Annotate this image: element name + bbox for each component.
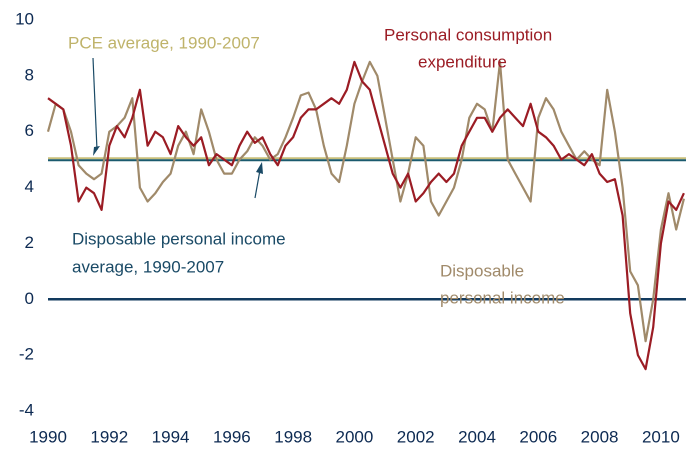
arrow [92, 57, 98, 151]
reference-label: Disposable personal income [72, 229, 286, 248]
arrow [254, 169, 261, 199]
x-tick-label: 1992 [90, 427, 128, 446]
series-label: Disposable [440, 261, 524, 280]
series-label: personal income [440, 288, 565, 307]
arrow-head [93, 146, 100, 156]
x-tick-label: 2002 [397, 427, 435, 446]
x-tick-label: 2008 [581, 427, 619, 446]
arrow-head [256, 162, 263, 174]
x-tick-label: 1996 [213, 427, 251, 446]
reference-label: PCE average, 1990-2007 [68, 33, 260, 52]
x-tick-label: 1998 [274, 427, 312, 446]
x-tick-label: 2000 [336, 427, 374, 446]
x-tick-label: 1994 [152, 427, 190, 446]
y-tick-label: 10 [15, 9, 34, 28]
x-tick-label: 2010 [642, 427, 680, 446]
y-tick-label: 8 [25, 65, 34, 84]
x-tick-label: 2006 [519, 427, 557, 446]
series-label: expenditure [418, 52, 507, 71]
series-label: Personal consumption [384, 25, 552, 44]
y-tick-label: 4 [25, 177, 34, 196]
y-tick-label: -2 [19, 345, 34, 364]
x-tick-label: 1990 [29, 427, 67, 446]
x-tick-label: 2004 [458, 427, 496, 446]
y-tick-label: -4 [19, 400, 34, 419]
y-tick-label: 0 [25, 289, 34, 308]
reference-label: average, 1990-2007 [72, 257, 224, 276]
y-tick-label: 6 [25, 121, 34, 140]
series-line [46, 60, 685, 343]
series-line [47, 60, 685, 371]
y-tick-label: 2 [25, 233, 34, 252]
